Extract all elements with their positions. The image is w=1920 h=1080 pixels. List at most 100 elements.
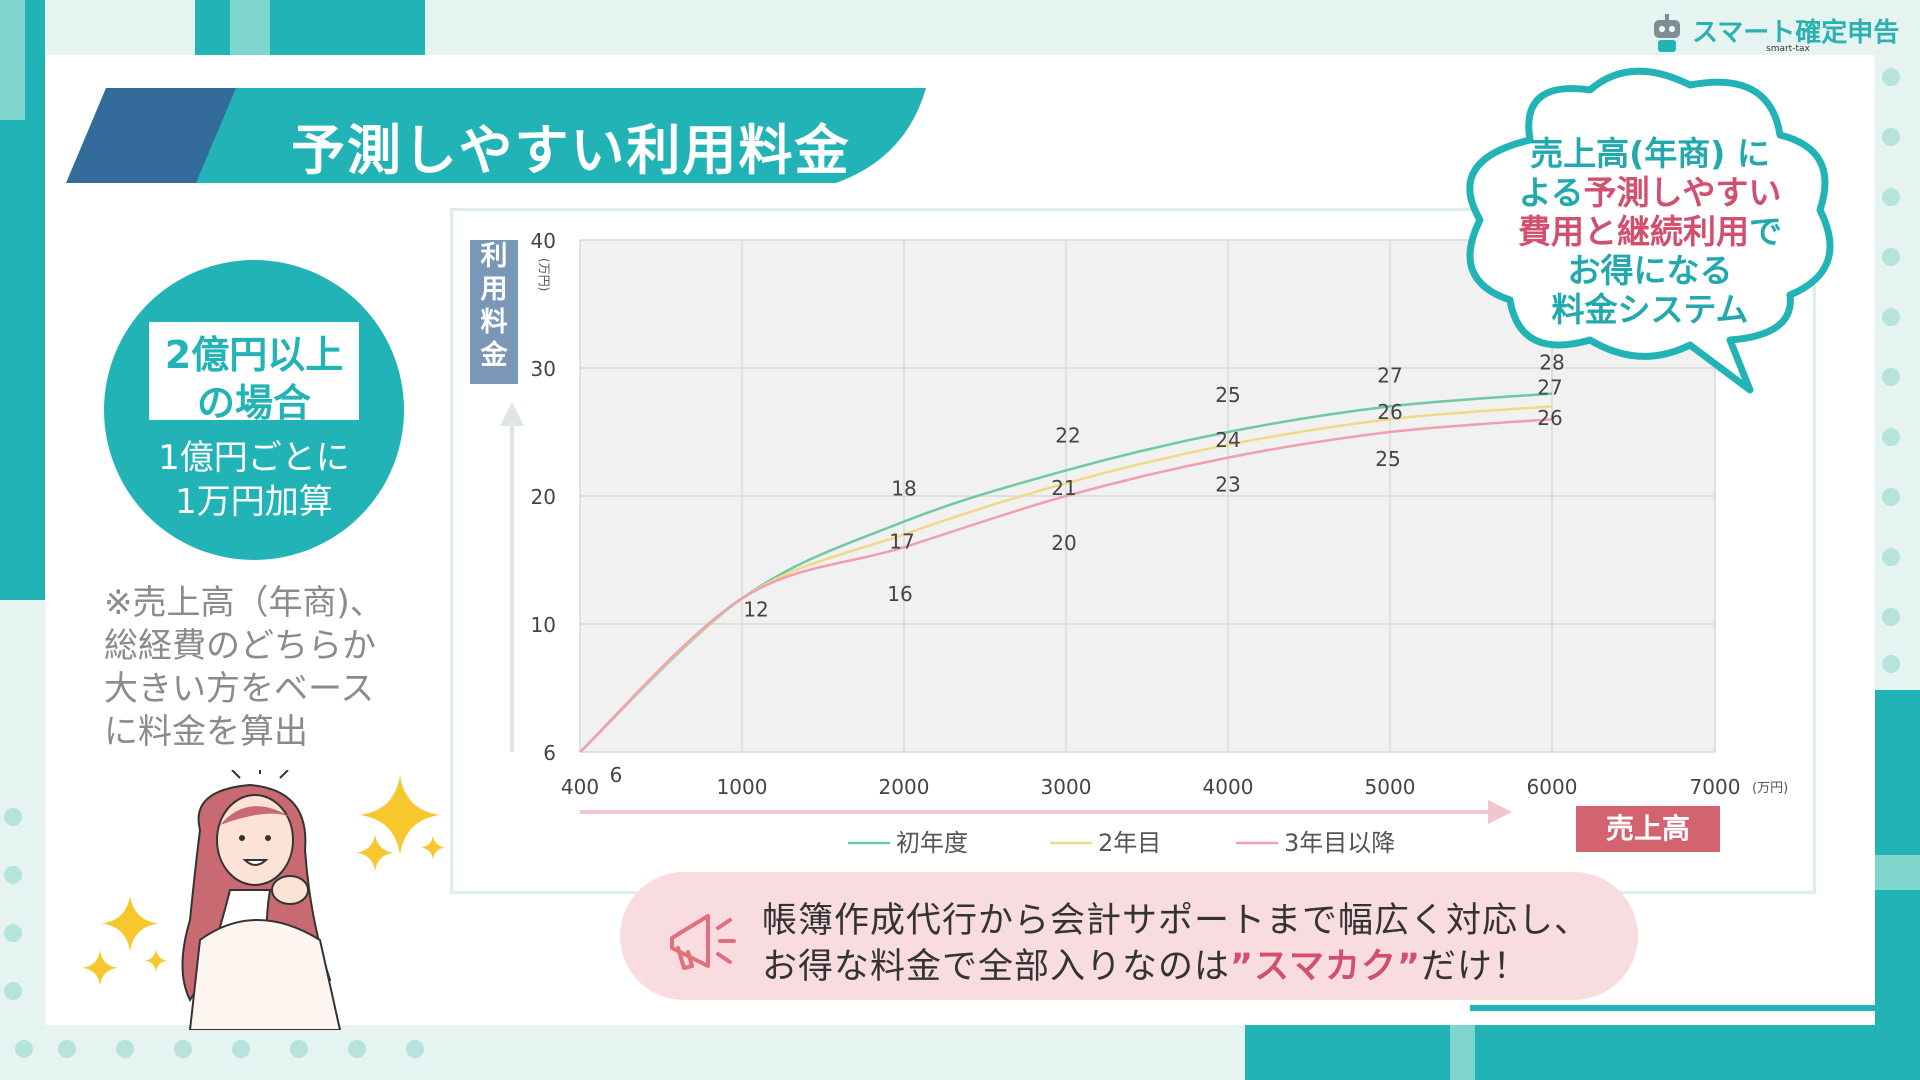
bubble-line3-post: で	[1749, 212, 1782, 251]
data-label: 25	[1215, 383, 1240, 407]
megaphone-icon	[670, 914, 736, 970]
deco-dot	[1882, 428, 1900, 446]
banner-line2-post: だけ！	[1420, 947, 1529, 987]
x-tick-label: 5000	[1365, 775, 1416, 799]
note-line1: ※売上高（年商)、	[104, 583, 384, 623]
series-line	[579, 417, 1553, 753]
pricing-circle: 2億円以上 の場合 1億円ごとに 1万円加算	[104, 260, 404, 560]
deco-dot	[4, 924, 22, 942]
y-tick-label: 40	[531, 229, 556, 253]
deco-dot	[1882, 68, 1900, 86]
x-unit: (万円)	[1752, 781, 1788, 796]
data-label: 16	[887, 582, 912, 606]
sparkle-icon	[421, 835, 445, 860]
x-tick-label: 1000	[717, 775, 768, 799]
deco-dot	[1882, 248, 1900, 266]
y-unit: (万円)	[537, 258, 551, 291]
deco-bottom-bar-light	[1450, 1025, 1475, 1080]
deco-dot	[1882, 128, 1900, 146]
banner-line2: お得な料金で全部入りなのは”スマカク”だけ！	[762, 938, 1529, 989]
circle-box-line1: 2億円以上	[164, 333, 344, 377]
deco-dot	[406, 1040, 424, 1058]
data-label: 28	[1539, 351, 1564, 375]
cta-banner: 帳簿作成代行から会計サポートまで幅広く対応し、 お得な料金で全部入りなのは”スマ…	[620, 872, 1638, 1000]
logo-sub: smart-tax	[1766, 44, 1810, 54]
deco-dot	[58, 1040, 76, 1058]
x-tick-label: 4000	[1203, 775, 1254, 799]
y-axis-label-char: 金	[480, 340, 508, 371]
data-label: 21	[1051, 476, 1076, 500]
sparkle-icon	[144, 949, 168, 972]
bubble-line2: よる予測しやすい	[1492, 173, 1808, 212]
circle-sub-line2: 1万円加算	[175, 482, 333, 522]
deco-dot	[232, 1040, 250, 1058]
bubble-text: 売上高(年商) に よる予測しやすい 費用と継続利用で お得になる 料金システム	[1492, 134, 1808, 329]
deco-dot	[4, 866, 22, 884]
circle-box-line2: の場合	[196, 381, 311, 425]
deco-dot	[1882, 188, 1900, 206]
banner-line1: 帳簿作成代行から会計サポートまで幅広く対応し、	[762, 901, 1591, 941]
bubble-line5: 料金システム	[1551, 290, 1749, 329]
x-tick-label: 3000	[1041, 775, 1092, 799]
sparkle-icon	[102, 895, 158, 952]
data-label: 18	[891, 477, 916, 501]
deco-dot	[1882, 488, 1900, 506]
deco-top-bar-light	[230, 0, 270, 55]
deco-dot	[290, 1040, 308, 1058]
woman-illustration	[181, 770, 342, 1030]
deco-bottom-bar	[1245, 1025, 1920, 1080]
footnote: ※売上高（年商)、 総経費のどちらか 大きい方をベース に料金を算出	[104, 582, 424, 754]
deco-corner-line	[1470, 1005, 1890, 1011]
data-label: 20	[1051, 531, 1076, 555]
data-label: 22	[1055, 423, 1080, 447]
data-label: 6	[610, 763, 623, 787]
robot-logo-icon	[1654, 14, 1680, 52]
bubble-line2-pink: 予測しやすい	[1583, 173, 1782, 212]
bubble-line2-pre: よる	[1518, 173, 1584, 212]
data-label: 27	[1377, 363, 1402, 387]
legend-label: 3年目以降	[1284, 829, 1395, 857]
legend-label: 2年目	[1098, 829, 1161, 857]
note-line2: 総経費のどちらか	[104, 626, 376, 666]
deco-dot	[174, 1040, 192, 1058]
legend-label: 初年度	[896, 829, 968, 857]
y-tick-label: 20	[531, 485, 556, 509]
speech-bubble	[1466, 67, 1834, 394]
data-label: 26	[1537, 406, 1562, 430]
logo-name: スマート確定申告	[1692, 18, 1900, 48]
bubble-line3-pink: 費用と継続利用	[1518, 212, 1749, 251]
bubble-line4: お得になる	[1567, 251, 1733, 290]
data-label: 12	[743, 597, 768, 621]
deco-corner-line	[1884, 980, 1890, 1011]
y-axis-label-char: 用	[480, 274, 508, 305]
x-axis-label: 売上高	[1576, 806, 1720, 852]
title-banner: 予測しやすい利用料金	[66, 88, 926, 183]
deco-dot	[4, 808, 22, 826]
deco-left-stripe	[0, 0, 25, 120]
note-line3: 大きい方をベース	[104, 669, 375, 709]
x-tick-label: 7000	[1690, 775, 1741, 799]
sparkle-icon	[356, 834, 394, 872]
deco-dot	[4, 982, 22, 1000]
x-tick-label: 400	[561, 775, 599, 799]
logo: スマート確定申告 smart-tax	[1648, 12, 1900, 56]
deco-right-stripe	[1875, 855, 1920, 890]
note-line4: に料金を算出	[104, 712, 308, 752]
sparkle-icon	[82, 950, 118, 986]
y-axis-label-char: 利	[480, 241, 508, 272]
sparkle-icon	[360, 775, 440, 855]
y-tick-label: 6	[543, 741, 556, 765]
circle-highlight-box: 2億円以上 の場合	[149, 322, 359, 425]
bubble-line3: 費用と継続利用で	[1492, 212, 1808, 251]
brand-highlight: ”スマカク”	[1230, 947, 1421, 987]
x-tick-label: 6000	[1527, 775, 1578, 799]
bubble-line1: 売上高(年商) に	[1530, 134, 1770, 173]
deco-dot	[15, 1040, 33, 1058]
y-axis-label: 利用料金	[470, 240, 518, 384]
data-label: 27	[1537, 375, 1562, 399]
data-label: 23	[1215, 473, 1240, 497]
data-label: 17	[889, 529, 914, 553]
deco-dot	[348, 1040, 366, 1058]
y-axis-label-char: 料	[480, 307, 508, 338]
y-tick-label: 30	[531, 357, 556, 381]
